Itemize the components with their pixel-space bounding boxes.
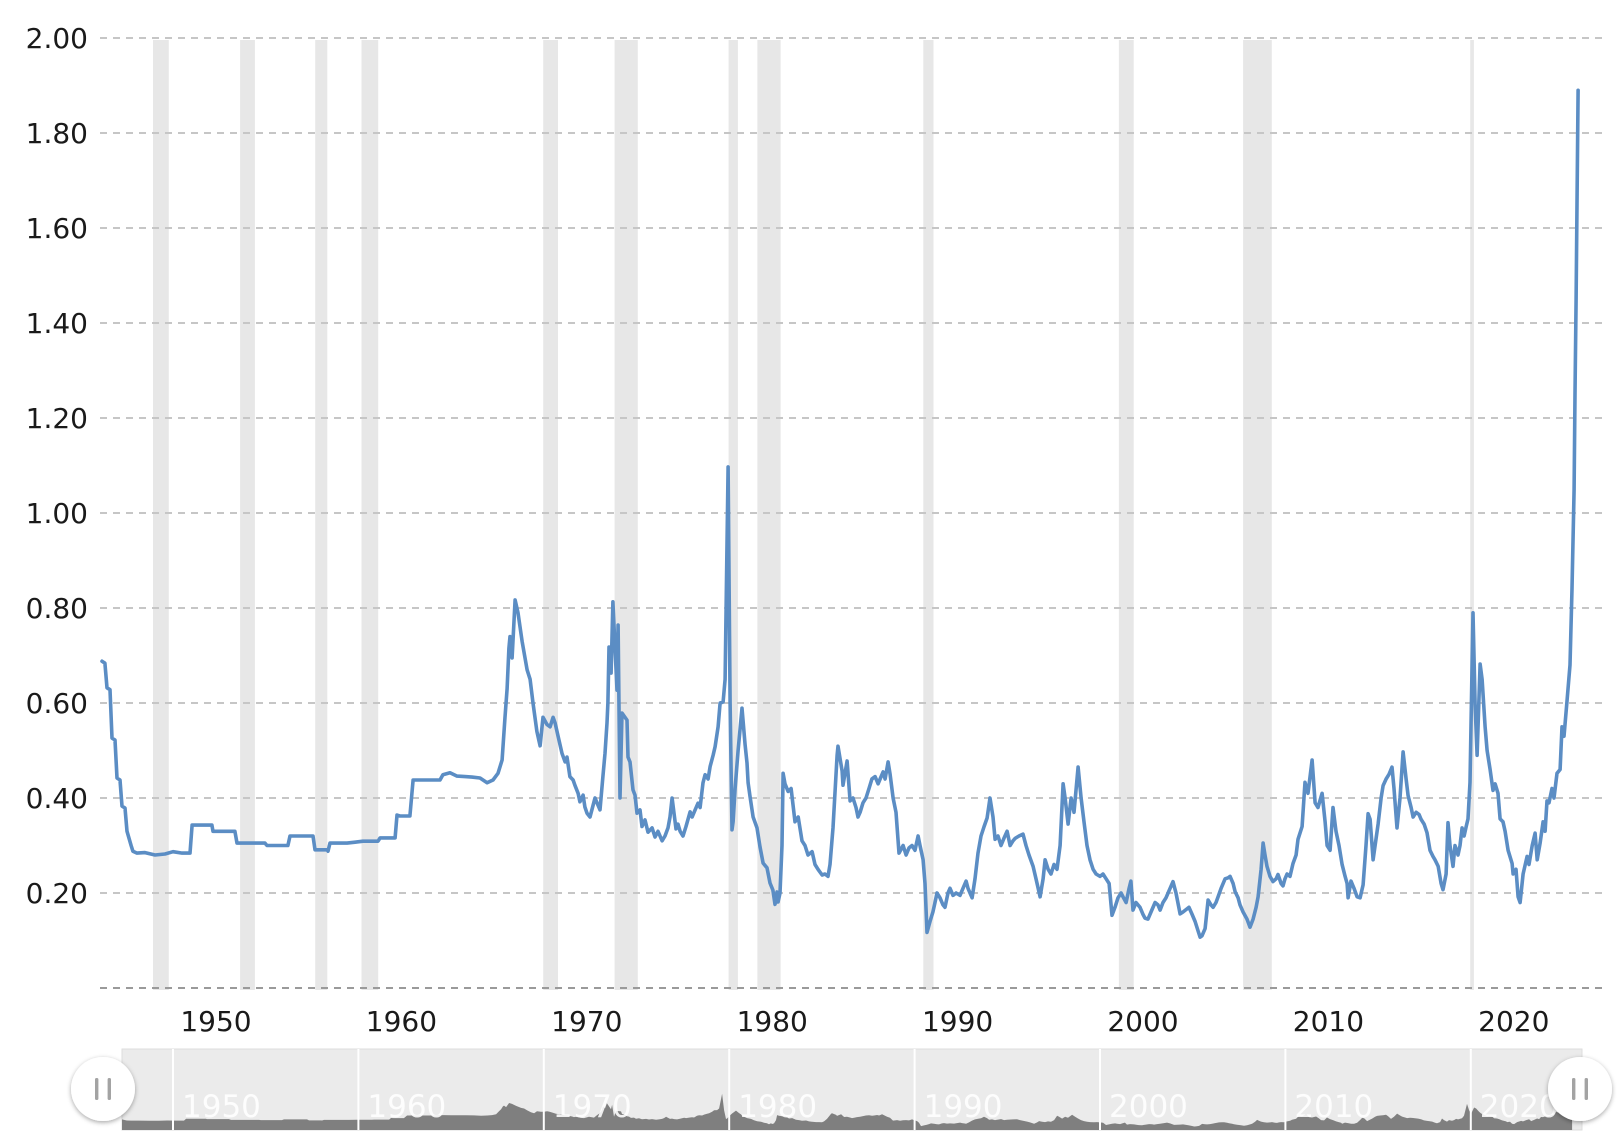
- recession-band: [614, 40, 638, 990]
- recession-band: [240, 40, 255, 990]
- recession-band: [1243, 40, 1272, 990]
- minimap-decade-label: 1960: [367, 1089, 446, 1125]
- minimap-decade-label: 1970: [553, 1089, 632, 1125]
- minimap-decade-label: 1980: [738, 1089, 817, 1125]
- minimap-right-handle[interactable]: [1548, 1057, 1612, 1121]
- x-tick-label: 1990: [922, 1005, 993, 1038]
- handle-circle[interactable]: [1548, 1057, 1612, 1121]
- recession-band: [757, 40, 781, 990]
- x-tick-label: 2020: [1478, 1005, 1549, 1038]
- drag-handle-icon: [95, 1078, 99, 1100]
- minimap-decade-label: 1950: [182, 1089, 261, 1125]
- minimap-range-scrubber: 1950 1960 1970 1980 1990 2000 2010 2020: [71, 1048, 1612, 1131]
- recession-band: [543, 40, 558, 990]
- y-tick-label: 0.20: [26, 877, 88, 910]
- series-line[interactable]: [100, 88, 1580, 939]
- minimap-separators: [172, 1049, 1472, 1130]
- drag-handle-icon: [1572, 1078, 1576, 1100]
- y-tick-label: 1.20: [26, 402, 88, 435]
- y-axis-labels: 0.20 0.40 0.60 0.80 1.00 1.20 1.40 1.60 1.80 2.00: [26, 22, 88, 910]
- recession-band: [923, 40, 934, 990]
- x-axis-labels: 1950 1960 1970 1980 1990 2000 2010 2020: [180, 1005, 1549, 1038]
- recession-band: [1470, 40, 1474, 990]
- y-tick-label: 0.40: [26, 782, 88, 815]
- x-tick-label: 1970: [551, 1005, 622, 1038]
- y-tick-label: 1.00: [26, 497, 88, 530]
- drag-handle-icon: [1584, 1078, 1588, 1100]
- x-tick-label: 2010: [1293, 1005, 1364, 1038]
- minimap-decade-labels: 1950 1960 1970 1980 1990 2000 2010 2020: [182, 1089, 1559, 1125]
- y-tick-label: 0.60: [26, 687, 88, 720]
- recession-band: [728, 40, 738, 990]
- recession-band: [153, 40, 169, 990]
- recession-band: [361, 40, 379, 990]
- minimap-area-silhouette: [122, 1067, 1573, 1130]
- recession-bands: [153, 40, 1474, 990]
- y-tick-label: 0.80: [26, 592, 88, 625]
- x-tick-label: 1980: [737, 1005, 808, 1038]
- minimap-decade-label: 2020: [1480, 1089, 1559, 1125]
- minimap-decade-label: 2000: [1109, 1089, 1188, 1125]
- y-tick-label: 2.00: [26, 22, 88, 55]
- x-tick-label: 1960: [366, 1005, 437, 1038]
- handle-circle[interactable]: [71, 1057, 135, 1121]
- recession-band: [1118, 40, 1134, 990]
- x-tick-label: 1950: [180, 1005, 251, 1038]
- minimap-left-handle[interactable]: [71, 1057, 135, 1121]
- y-tick-label: 1.60: [26, 212, 88, 245]
- drag-handle-icon: [107, 1078, 111, 1100]
- recession-band: [315, 40, 328, 990]
- minimap-decade-label: 2010: [1294, 1089, 1373, 1125]
- minimap-decade-label: 1990: [924, 1089, 1003, 1125]
- y-tick-label: 1.40: [26, 307, 88, 340]
- x-tick-label: 2000: [1107, 1005, 1178, 1038]
- y-tick-label: 1.80: [26, 117, 88, 150]
